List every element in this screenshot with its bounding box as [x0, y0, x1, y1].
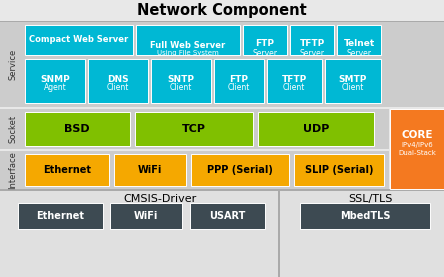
FancyBboxPatch shape — [0, 21, 444, 22]
FancyBboxPatch shape — [151, 59, 211, 103]
Text: Client: Client — [283, 83, 305, 93]
FancyBboxPatch shape — [25, 154, 109, 186]
Text: Compact Web Server: Compact Web Server — [29, 35, 129, 45]
FancyBboxPatch shape — [258, 112, 374, 146]
Text: FTP: FTP — [255, 40, 274, 48]
Text: WiFi: WiFi — [134, 211, 158, 221]
Text: UDP: UDP — [303, 124, 329, 134]
FancyBboxPatch shape — [0, 0, 444, 189]
Text: TCP: TCP — [182, 124, 206, 134]
FancyBboxPatch shape — [114, 154, 186, 186]
FancyBboxPatch shape — [278, 191, 280, 277]
FancyBboxPatch shape — [18, 203, 103, 229]
Text: FTP: FTP — [230, 75, 249, 83]
Text: USART: USART — [209, 211, 245, 221]
FancyBboxPatch shape — [390, 109, 444, 189]
Text: BSD: BSD — [64, 124, 90, 134]
Text: SSL/TLS: SSL/TLS — [348, 194, 392, 204]
Text: IPv4/IPv6: IPv4/IPv6 — [401, 142, 433, 148]
FancyBboxPatch shape — [0, 191, 444, 277]
Text: Server: Server — [346, 48, 372, 58]
Text: Dual-Stack: Dual-Stack — [398, 150, 436, 156]
Text: Ethernet: Ethernet — [43, 165, 91, 175]
Text: Client: Client — [170, 83, 192, 93]
Text: WiFi: WiFi — [138, 165, 162, 175]
FancyBboxPatch shape — [135, 112, 253, 146]
Text: SNMP: SNMP — [40, 75, 70, 83]
FancyBboxPatch shape — [0, 109, 389, 149]
Text: CORE: CORE — [401, 130, 433, 140]
FancyBboxPatch shape — [0, 0, 444, 21]
FancyBboxPatch shape — [243, 25, 287, 55]
FancyBboxPatch shape — [0, 151, 389, 189]
FancyBboxPatch shape — [294, 154, 384, 186]
Text: Client: Client — [342, 83, 364, 93]
Text: Using File System: Using File System — [157, 50, 219, 56]
Text: Server: Server — [300, 48, 325, 58]
Text: CMSIS-Driver: CMSIS-Driver — [123, 194, 197, 204]
FancyBboxPatch shape — [267, 59, 322, 103]
Text: SNTP: SNTP — [167, 75, 194, 83]
FancyBboxPatch shape — [191, 154, 289, 186]
Text: Full Web Server: Full Web Server — [151, 40, 226, 50]
Text: Socket: Socket — [8, 115, 17, 143]
Text: Agent: Agent — [44, 83, 66, 93]
Text: TFTP: TFTP — [281, 75, 307, 83]
Text: DNS: DNS — [107, 75, 129, 83]
FancyBboxPatch shape — [25, 25, 133, 55]
FancyBboxPatch shape — [300, 203, 430, 229]
Text: Server: Server — [253, 48, 278, 58]
Text: Client: Client — [228, 83, 250, 93]
Text: PPP (Serial): PPP (Serial) — [207, 165, 273, 175]
Text: Network Component: Network Component — [137, 4, 307, 19]
FancyBboxPatch shape — [0, 21, 444, 107]
FancyBboxPatch shape — [0, 189, 444, 191]
Text: Ethernet: Ethernet — [36, 211, 84, 221]
FancyBboxPatch shape — [325, 59, 381, 103]
FancyBboxPatch shape — [337, 25, 381, 55]
FancyBboxPatch shape — [88, 59, 148, 103]
FancyBboxPatch shape — [25, 112, 130, 146]
FancyBboxPatch shape — [214, 59, 264, 103]
Text: Interface: Interface — [8, 151, 17, 189]
FancyBboxPatch shape — [290, 25, 334, 55]
Text: Telnet: Telnet — [343, 40, 375, 48]
FancyBboxPatch shape — [110, 203, 182, 229]
FancyBboxPatch shape — [25, 59, 85, 103]
Text: Client: Client — [107, 83, 129, 93]
FancyBboxPatch shape — [136, 25, 240, 55]
FancyBboxPatch shape — [190, 203, 265, 229]
Text: SLIP (Serial): SLIP (Serial) — [305, 165, 373, 175]
Text: Service: Service — [8, 48, 17, 79]
Text: SMTP: SMTP — [339, 75, 367, 83]
Text: MbedTLS: MbedTLS — [340, 211, 390, 221]
Text: TFTP: TFTP — [299, 40, 325, 48]
